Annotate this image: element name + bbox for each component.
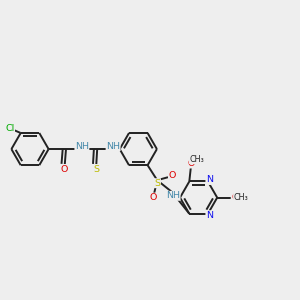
Text: O: O — [169, 171, 176, 180]
Text: O: O — [188, 159, 195, 168]
Text: CH₃: CH₃ — [189, 155, 204, 164]
Text: O: O — [231, 193, 239, 202]
Text: O: O — [61, 165, 68, 174]
Text: N: N — [206, 211, 213, 220]
Text: NH: NH — [166, 191, 180, 200]
Text: N: N — [206, 176, 213, 184]
Text: NH: NH — [75, 142, 89, 151]
Text: Cl: Cl — [5, 124, 14, 133]
Text: S: S — [93, 165, 99, 174]
Text: S: S — [154, 179, 160, 188]
Text: CH₃: CH₃ — [233, 193, 248, 202]
Text: NH: NH — [106, 142, 120, 151]
Text: O: O — [150, 193, 157, 202]
